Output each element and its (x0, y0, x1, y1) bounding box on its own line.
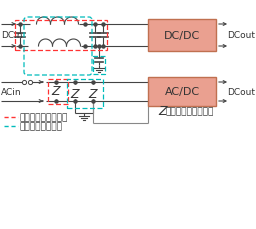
Text: DCin: DCin (1, 31, 23, 40)
Text: ACin: ACin (1, 88, 22, 97)
Text: AC/DC: AC/DC (164, 87, 200, 97)
Text: Z: Z (158, 105, 167, 118)
Text: Z: Z (71, 88, 79, 101)
Text: ：サージアブソーバ: ：サージアブソーバ (165, 107, 213, 116)
Text: DCout: DCout (227, 31, 255, 40)
Text: Z: Z (89, 88, 97, 101)
Text: DCout: DCout (227, 88, 255, 97)
Text: ：対ノーマルモード: ：対ノーマルモード (19, 113, 67, 122)
Bar (148, 78, 216, 106)
Bar (148, 20, 216, 52)
Text: ：対コモンモード: ：対コモンモード (19, 122, 62, 131)
Text: DC/DC: DC/DC (164, 31, 200, 41)
Text: Z: Z (52, 85, 60, 98)
